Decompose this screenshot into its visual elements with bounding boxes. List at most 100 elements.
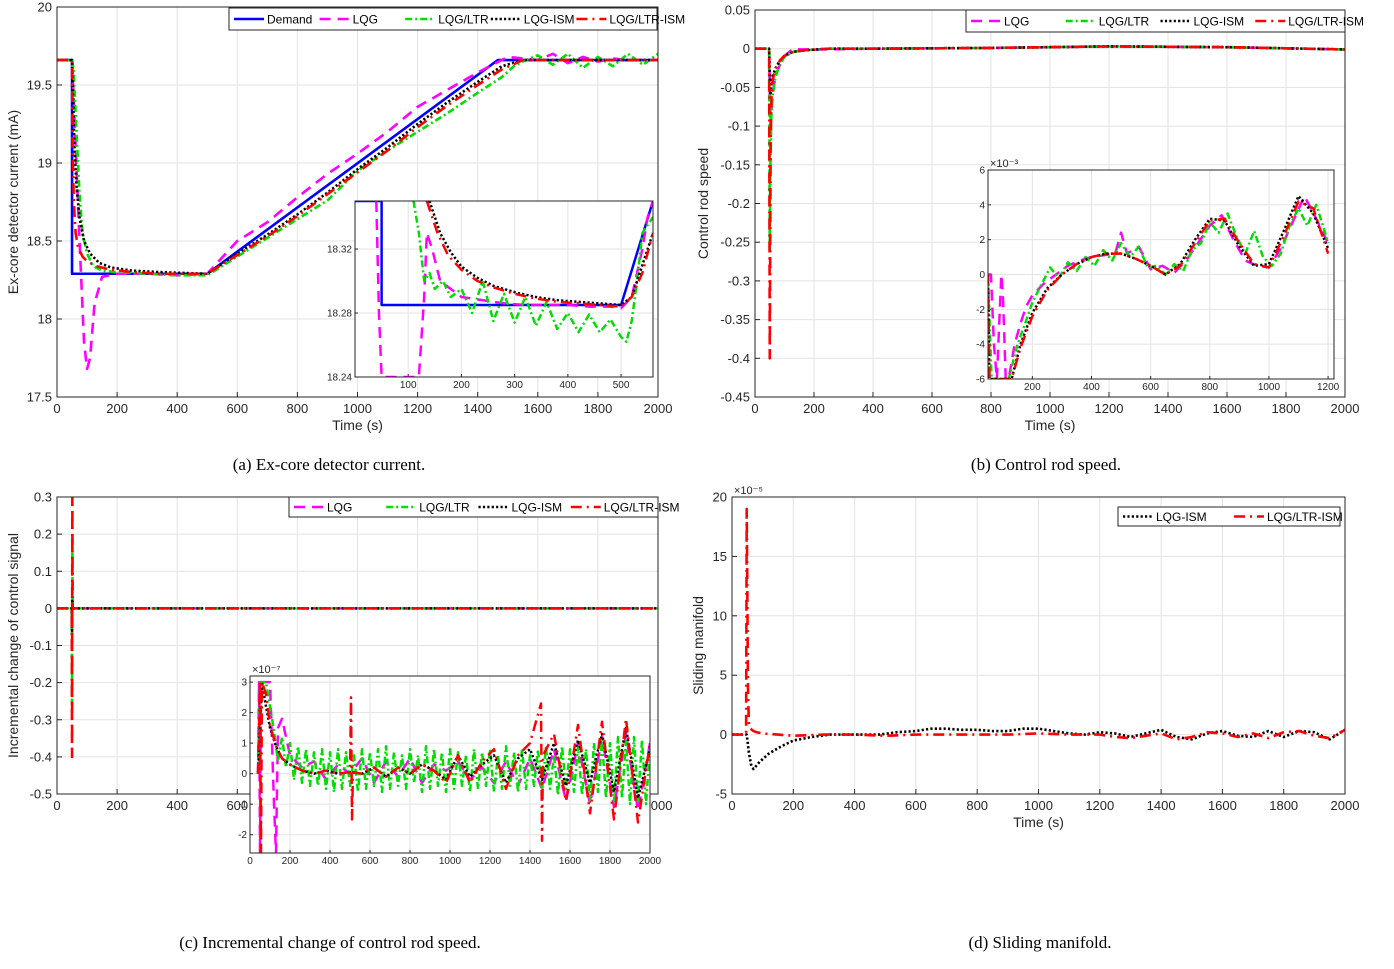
series-line-lqg: [256, 680, 650, 853]
axes-c-series: [57, 497, 658, 759]
y-tick-label: -0.35: [720, 312, 750, 327]
series-line-lqg-ltr-ism: [755, 45, 1345, 360]
axis-exponent: ×10⁻³: [990, 158, 1018, 170]
inset-axes-a: 100 200 300 400 500 18.24 18.28 18.32: [327, 200, 654, 391]
y-tick-label: 3: [241, 678, 247, 689]
x-axis-label: Time (s): [1025, 417, 1076, 433]
x-tick-label: 600: [905, 798, 927, 813]
legend-label-lqg-ism: LQG-ISM: [512, 501, 563, 515]
axes-d: 0 200 400 600 800 1000 1200 1400 1600 1800 2000-50…: [713, 485, 1360, 813]
x-tick-label: 800: [287, 401, 309, 416]
series-line-lqg-ltr-ism: [57, 497, 658, 759]
x-tick-label: 400: [322, 856, 339, 867]
inset-axes-c-frame: [249, 675, 651, 854]
legend-label-lqg-ism: LQG-ISM: [524, 13, 575, 27]
y-tick-label: 1: [241, 739, 247, 750]
x-tick-label: 400: [862, 401, 884, 416]
y-tick-label: 18.24: [327, 373, 352, 384]
legend-label-lqg-ism: LQG-ISM: [1156, 510, 1207, 524]
inset-axes-c-series: [256, 680, 650, 853]
x-tick-label: 400: [560, 380, 577, 391]
y-tick-label: -5: [715, 787, 727, 802]
x-tick-label: 300: [506, 380, 523, 391]
y-tick-label: 15: [713, 549, 727, 564]
series-line-lqg-ltr-ism: [256, 680, 650, 853]
axes-a-frame: [56, 6, 659, 398]
y-tick-label: 10: [713, 608, 727, 623]
x-tick-label: 500: [613, 380, 630, 391]
x-tick-label: 0: [751, 401, 758, 416]
axes-d-frame: [731, 496, 1346, 795]
inset-axes-a-background: [355, 201, 653, 377]
legend-box: [965, 9, 1346, 33]
series-line-lqg: [375, 201, 653, 377]
caption-a: (a) Ex-core detector current.: [233, 455, 426, 474]
x-tick-label: 1000: [1258, 382, 1281, 393]
x-tick-label: 1200: [1317, 382, 1340, 393]
y-tick-label: 0: [743, 41, 750, 56]
y-tick-label: -0.15: [720, 157, 750, 172]
x-tick-label: 800: [1201, 382, 1218, 393]
y-tick-label: 20: [713, 490, 727, 505]
legend-label-lqg-ltr: LQG/LTR: [419, 501, 470, 515]
x-tick-label: 1200: [1095, 401, 1124, 416]
y-tick-label: 18.28: [327, 309, 352, 320]
axes-b-series: [755, 45, 1345, 360]
y-axis-label: Ex-core detector current (mA): [5, 110, 21, 294]
series-line-lqg-ltr-ism: [988, 200, 1330, 379]
x-tick-label: 600: [226, 401, 248, 416]
x-tick-label: 0: [728, 798, 735, 813]
legend-label-demand: Demand: [267, 13, 312, 27]
series-line-lqg-ltr-ism: [732, 507, 1345, 741]
x-tick-label: 1600: [559, 856, 582, 867]
inset-axes-a-frame: [354, 200, 654, 378]
x-tick-label: 1400: [1154, 401, 1183, 416]
y-tick-label: -0.2: [30, 675, 52, 690]
x-tick-label: 2000: [639, 856, 662, 867]
x-axis-label: Time (s): [332, 417, 383, 433]
x-tick-label: 1600: [1208, 798, 1237, 813]
x-tick-label: 200: [803, 401, 825, 416]
x-tick-label: 600: [1142, 382, 1159, 393]
legend-box: [228, 7, 658, 31]
x-tick-label: 2000: [644, 401, 673, 416]
x-tick-label: 0: [247, 856, 253, 867]
x-tick-label: 800: [402, 856, 419, 867]
legend: LQG-ISM LQG/LTR-ISM: [1117, 506, 1343, 527]
x-tick-label: 1800: [583, 401, 612, 416]
y-tick-label: -0.5: [30, 787, 52, 802]
inset-axes-b-frame: [987, 169, 1335, 380]
x-tick-label: 2000: [644, 798, 673, 813]
y-tick-label: -0.25: [720, 235, 750, 250]
y-tick-label: -2: [238, 830, 247, 841]
x-tick-label: 400: [166, 798, 188, 813]
y-tick-label: 2: [241, 708, 247, 719]
x-tick-label: 1000: [1036, 401, 1065, 416]
y-tick-label: 19.5: [27, 78, 52, 93]
x-tick-label: 200: [782, 798, 804, 813]
y-tick-label: -0.45: [720, 390, 750, 405]
y-tick-label: -0.05: [720, 80, 750, 95]
x-tick-label: 2000: [1331, 798, 1360, 813]
legend-label-lqg: LQG: [1004, 15, 1029, 29]
legend: LQG LQG/LTR LQG-ISM LQG/LTR-ISM: [965, 9, 1364, 33]
axis-exponent: ×10⁻⁵: [734, 485, 763, 497]
series-line-lqg-ltr-ism: [425, 201, 653, 308]
x-tick-label: 1400: [463, 401, 492, 416]
x-tick-label: 600: [226, 798, 248, 813]
legend: LQG LQG/LTR LQG-ISM LQG/LTR-ISM: [288, 496, 680, 518]
legend-label-lqg-ltr: LQG/LTR: [1099, 15, 1150, 29]
y-tick-label: 0: [45, 601, 52, 616]
series-line-lqg: [57, 52, 658, 371]
x-tick-label: 1000: [439, 856, 462, 867]
y-tick-label: 0: [241, 769, 247, 780]
y-tick-label: 17.5: [27, 390, 52, 405]
x-tick-label: 400: [844, 798, 866, 813]
y-tick-label: 20: [38, 0, 52, 15]
series-line-demand: [355, 201, 653, 307]
x-tick-label: 0: [53, 798, 60, 813]
y-tick-label: 18.5: [27, 234, 52, 249]
series-line-lqg-ism: [755, 45, 1345, 97]
y-tick-label: -0.1: [30, 638, 52, 653]
